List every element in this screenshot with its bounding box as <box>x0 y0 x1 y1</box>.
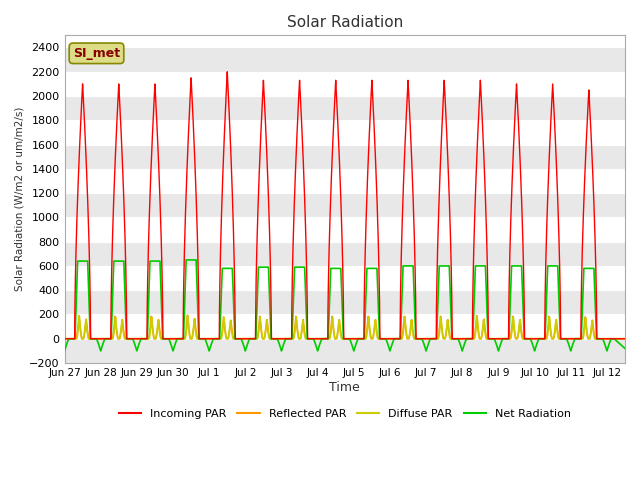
Bar <box>65 339 625 363</box>
Bar <box>65 48 625 72</box>
Bar <box>65 290 625 314</box>
Bar <box>65 96 625 120</box>
Bar <box>65 144 625 169</box>
Bar <box>65 193 625 217</box>
Y-axis label: Solar Radiation (W/m2 or um/m2/s): Solar Radiation (W/m2 or um/m2/s) <box>15 107 25 291</box>
Legend: Incoming PAR, Reflected PAR, Diffuse PAR, Net Radiation: Incoming PAR, Reflected PAR, Diffuse PAR… <box>115 404 575 423</box>
X-axis label: Time: Time <box>330 381 360 394</box>
Bar <box>65 241 625 266</box>
Text: SI_met: SI_met <box>73 47 120 60</box>
Title: Solar Radiation: Solar Radiation <box>287 15 403 30</box>
